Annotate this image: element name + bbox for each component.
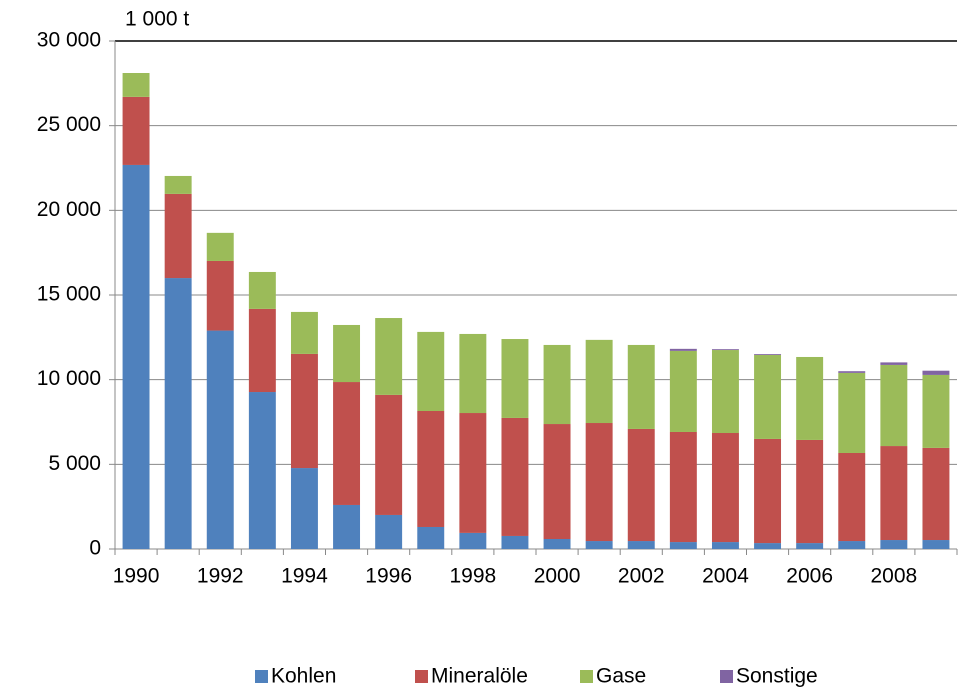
bar-segment	[880, 540, 908, 549]
x-tick-label: 1998	[449, 565, 496, 588]
bar-segment	[417, 526, 445, 549]
bar-segment	[375, 318, 403, 395]
bar-segment	[375, 394, 403, 515]
bar-segment	[459, 333, 487, 414]
bar-segment	[543, 344, 571, 425]
bar-segment	[838, 371, 866, 373]
legend-label: Kohlen	[271, 665, 336, 688]
bar-segment	[585, 339, 613, 424]
bar-segment	[333, 324, 361, 383]
bar-segment	[711, 433, 739, 543]
bar-segment	[922, 540, 950, 549]
legend-swatch	[255, 670, 268, 683]
bar-segment	[122, 96, 150, 165]
y-tick-label: 15 000	[37, 283, 101, 306]
bar-segment	[290, 468, 318, 549]
bar-segment	[333, 382, 361, 505]
unit-label: 1 000 t	[125, 8, 189, 31]
bar-segment	[922, 374, 950, 448]
bar-segment	[669, 542, 697, 549]
bar-segment	[164, 175, 192, 194]
bar-segment	[711, 349, 739, 351]
y-tick-label: 30 000	[37, 29, 101, 52]
bar-segment	[838, 452, 866, 542]
bar-segment	[375, 514, 403, 549]
bar-segment	[880, 364, 908, 447]
bar-segment	[669, 348, 697, 351]
bar-segment	[543, 424, 571, 540]
bar-segment	[754, 543, 782, 549]
bar-segment	[880, 446, 908, 541]
x-tick-label: 2004	[702, 565, 749, 588]
bar-segment	[248, 308, 276, 393]
legend-label: Sonstige	[736, 665, 818, 688]
x-tick-label: 1994	[281, 565, 328, 588]
y-tick-label: 25 000	[37, 113, 101, 136]
bar-segment	[627, 344, 655, 429]
bar-segment	[796, 439, 824, 544]
bar-segment	[501, 417, 529, 536]
bar-segment	[206, 260, 234, 331]
y-tick-label: 20 000	[37, 198, 101, 221]
x-tick-label: 1996	[365, 565, 412, 588]
bar-segment	[290, 311, 318, 354]
x-tick-label: 2002	[618, 565, 665, 588]
bar-segment	[164, 193, 192, 279]
bar-segment	[754, 438, 782, 544]
bar-segment	[711, 350, 739, 434]
bar-segment	[754, 354, 782, 355]
bar-segment	[459, 532, 487, 549]
bar-segment	[501, 535, 529, 549]
bar-segment	[627, 541, 655, 549]
y-tick-label: 10 000	[37, 367, 101, 390]
x-tick-label: 2000	[534, 565, 581, 588]
bar-segment	[711, 542, 739, 549]
y-tick-label: 5 000	[48, 452, 101, 475]
bar-segment	[248, 392, 276, 549]
x-tick-label: 1990	[113, 565, 160, 588]
x-tick-label: 2006	[786, 565, 833, 588]
bar-segment	[333, 504, 361, 549]
bar-segment	[922, 370, 950, 375]
bar-segment	[754, 354, 782, 439]
y-tick-label: 0	[89, 537, 101, 560]
legend-label: Mineralöle	[431, 665, 528, 688]
bar-segment	[206, 232, 234, 261]
bar-segment	[880, 362, 908, 365]
bar-segment	[459, 413, 487, 533]
bar-segment	[417, 410, 445, 527]
bar-segment	[838, 541, 866, 549]
legend-label: Gase	[596, 665, 646, 688]
bar-segment	[796, 543, 824, 549]
bar-segment	[290, 353, 318, 469]
bar-segment	[206, 330, 234, 549]
x-tick-label: 1992	[197, 565, 244, 588]
legend-swatch	[720, 670, 733, 683]
legend-swatch	[415, 670, 428, 683]
bar-segment	[417, 331, 445, 411]
bar-segment	[164, 278, 192, 549]
bar-segment	[627, 428, 655, 542]
bar-segment	[585, 541, 613, 549]
bar-segment	[838, 372, 866, 453]
bar-segment	[585, 423, 613, 542]
legend-swatch	[580, 670, 593, 683]
bar-segment	[922, 447, 950, 541]
bar-segment	[796, 356, 824, 440]
bar-segment	[122, 164, 150, 549]
bar-segment	[543, 539, 571, 549]
bar-segment	[501, 339, 529, 418]
x-tick-label: 2008	[870, 565, 917, 588]
bar-segment	[669, 431, 697, 543]
bar-segment	[122, 73, 150, 97]
bar-segment	[248, 271, 276, 309]
bar-segment	[669, 350, 697, 432]
